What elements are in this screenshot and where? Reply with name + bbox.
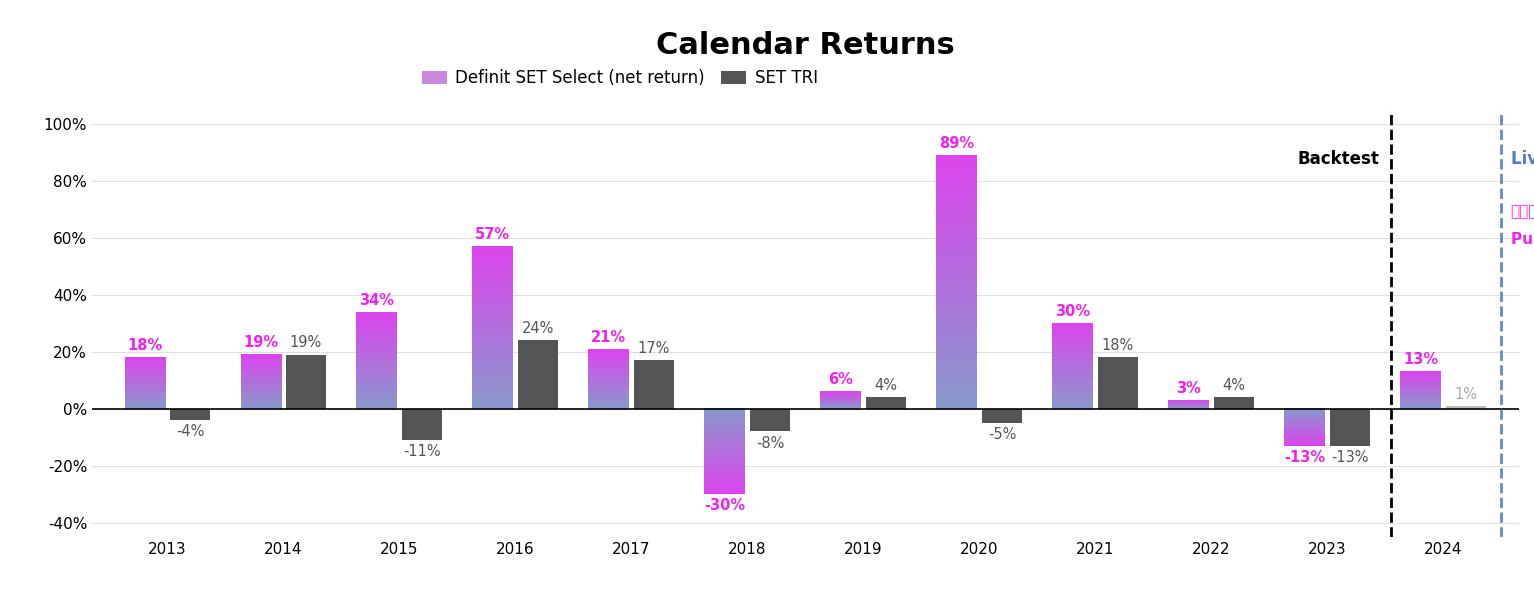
Text: 18%: 18%: [127, 338, 163, 353]
Text: 1%: 1%: [1454, 387, 1477, 401]
Bar: [1330, 409, 1370, 446]
Bar: [1098, 357, 1138, 409]
Text: 21%: 21%: [591, 329, 626, 345]
Text: Live test: Live test: [1511, 149, 1534, 168]
Text: -4%: -4%: [176, 425, 204, 439]
Text: 19%: 19%: [244, 336, 278, 350]
Bar: [865, 397, 907, 409]
Text: -5%: -5%: [988, 427, 1016, 442]
Text: Public launch: Public launch: [1511, 232, 1534, 247]
Text: 13%: 13%: [1404, 353, 1439, 367]
Bar: [285, 354, 327, 409]
Bar: [1213, 397, 1255, 409]
Text: 4%: 4%: [1223, 378, 1246, 393]
Legend: Definit SET Select (net return), SET TRI: Definit SET Select (net return), SET TRI: [416, 63, 825, 94]
Bar: [402, 409, 442, 440]
Text: 18%: 18%: [1101, 338, 1134, 353]
Text: -30%: -30%: [704, 498, 746, 514]
Bar: [750, 409, 790, 431]
Text: 57%: 57%: [476, 227, 511, 242]
Bar: [517, 340, 558, 409]
Text: -11%: -11%: [403, 444, 440, 459]
Text: 34%: 34%: [359, 293, 394, 307]
Bar: [634, 361, 675, 409]
Text: -13%: -13%: [1284, 450, 1325, 465]
Bar: [170, 409, 210, 420]
Text: 3%: 3%: [1177, 381, 1201, 396]
Text: -13%: -13%: [1332, 450, 1368, 465]
Text: 17%: 17%: [638, 341, 670, 356]
Text: 6%: 6%: [828, 372, 853, 387]
Text: 30%: 30%: [1055, 304, 1091, 319]
Bar: [1445, 406, 1486, 409]
Title: Calendar Returns: Calendar Returns: [657, 31, 954, 60]
Text: Backtest: Backtest: [1298, 149, 1379, 168]
Text: 19%: 19%: [290, 336, 322, 350]
Bar: [982, 409, 1022, 423]
Text: 24%: 24%: [522, 321, 554, 336]
Text: -8%: -8%: [756, 436, 784, 451]
Text: 89%: 89%: [939, 136, 974, 151]
Text: เริ่มแนะนำจริง: เริ่มแนะนำจริง: [1511, 204, 1534, 219]
Text: 4%: 4%: [874, 378, 897, 393]
